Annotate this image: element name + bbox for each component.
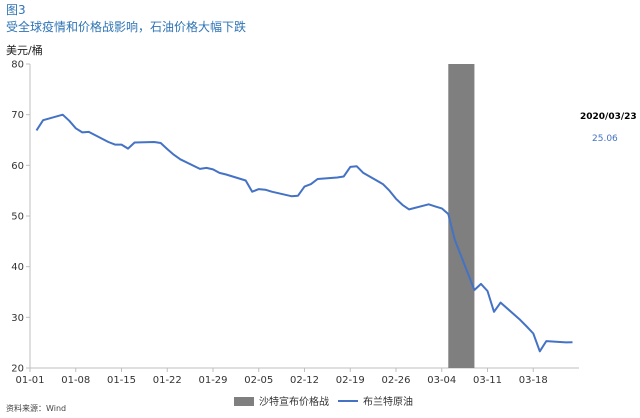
y-tick-label: 50 bbox=[11, 212, 24, 223]
x-tick-label: 03-18 bbox=[519, 375, 548, 386]
legend-label-band: 沙特宣布价格战 bbox=[259, 395, 329, 408]
x-tick-label: 01-01 bbox=[15, 375, 44, 386]
figure-label: 图3 bbox=[6, 3, 26, 17]
y-tick-label: 20 bbox=[11, 364, 24, 375]
x-tick-label: 03-11 bbox=[473, 375, 502, 386]
y-axis-unit: 美元/桶 bbox=[6, 43, 43, 57]
price-war-band bbox=[448, 64, 475, 368]
legend-label-series: 布兰特原油 bbox=[363, 395, 413, 408]
x-tick-label: 02-26 bbox=[381, 375, 410, 386]
chart-title: 受全球疫情和价格战影响，石油价格大幅下跌 bbox=[6, 19, 246, 34]
x-tick-label: 02-12 bbox=[290, 375, 319, 386]
y-tick-label: 60 bbox=[11, 161, 24, 172]
x-tick-label: 02-05 bbox=[244, 375, 273, 386]
x-tick-label: 01-22 bbox=[153, 375, 182, 386]
x-tick-label: 02-19 bbox=[336, 375, 365, 386]
source-note: 资料来源：Wind bbox=[6, 403, 66, 413]
annotation-value: 25.06 bbox=[592, 134, 618, 144]
x-tick-label: 01-08 bbox=[61, 375, 90, 386]
x-tick-label: 01-15 bbox=[107, 375, 136, 386]
legend-swatch-band bbox=[234, 397, 254, 406]
y-tick-label: 30 bbox=[11, 313, 24, 324]
plot-area: 20 30 40 50 60 70 80 01-01 01-08 01-15 01-22 01-29 0… bbox=[11, 60, 579, 386]
x-tick-label: 03-04 bbox=[427, 375, 456, 386]
y-tick-label: 80 bbox=[11, 60, 24, 71]
legend: 沙特宣布价格战 布兰特原油 bbox=[234, 395, 413, 408]
y-tick-label: 40 bbox=[11, 262, 24, 273]
y-tick-label: 70 bbox=[11, 110, 24, 121]
brent-crude-line bbox=[35, 113, 573, 353]
annotation-date: 2020/03/23 bbox=[580, 112, 637, 122]
x-tick-label: 01-29 bbox=[198, 375, 227, 386]
